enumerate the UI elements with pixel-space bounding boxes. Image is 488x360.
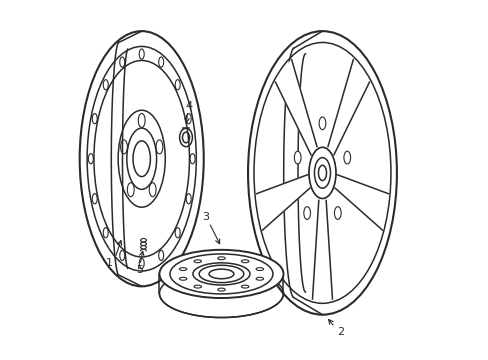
Polygon shape	[275, 60, 316, 155]
Text: 3: 3	[202, 212, 208, 222]
Polygon shape	[256, 175, 309, 230]
Ellipse shape	[303, 207, 310, 220]
Text: 5: 5	[136, 265, 142, 275]
Ellipse shape	[319, 117, 325, 130]
Ellipse shape	[343, 151, 350, 164]
Ellipse shape	[334, 207, 341, 220]
Polygon shape	[327, 60, 369, 155]
Polygon shape	[312, 201, 332, 299]
Ellipse shape	[308, 147, 335, 198]
Ellipse shape	[159, 269, 283, 318]
Polygon shape	[334, 175, 388, 230]
Text: 2: 2	[336, 327, 343, 337]
Ellipse shape	[308, 147, 335, 198]
Ellipse shape	[294, 151, 301, 164]
Text: 1: 1	[105, 258, 112, 268]
Text: 4: 4	[185, 101, 192, 111]
Ellipse shape	[193, 263, 249, 285]
Ellipse shape	[159, 250, 283, 298]
